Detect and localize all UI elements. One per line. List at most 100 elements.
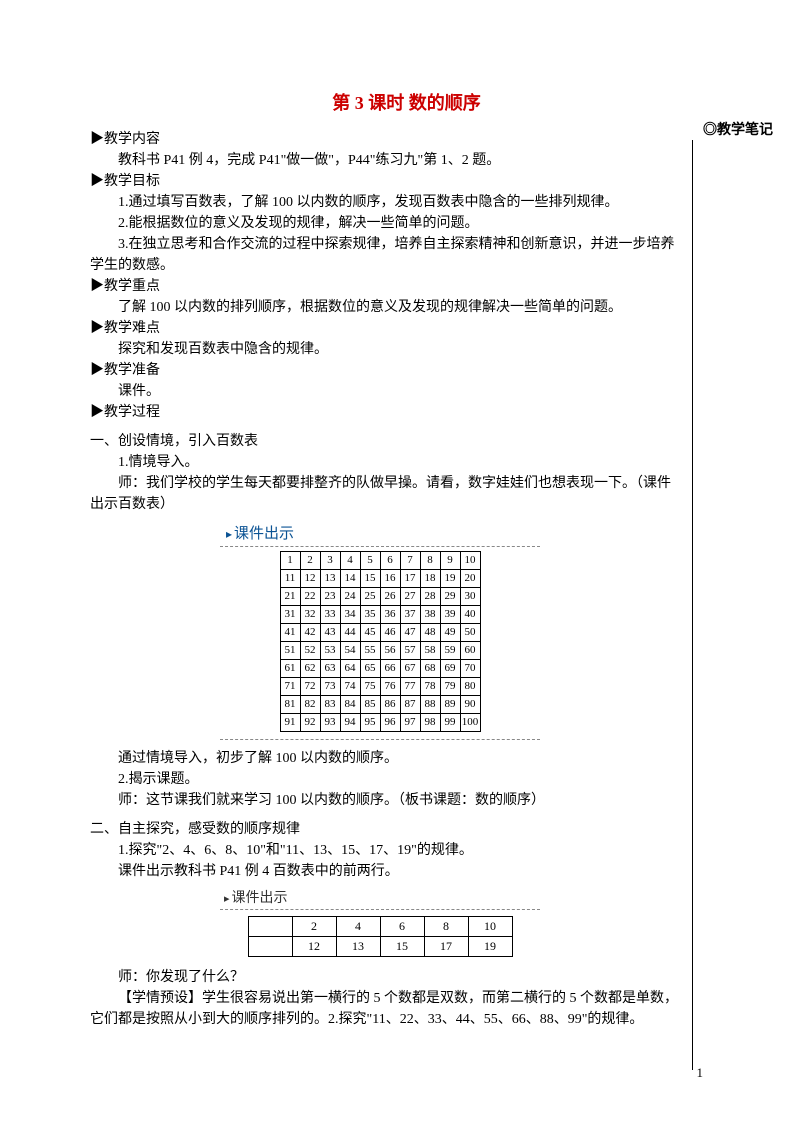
- two-row-chart-cell: 10: [468, 916, 512, 936]
- hundred-chart-cell: 15: [360, 569, 380, 587]
- heading-prep: ▶教学准备: [90, 360, 680, 381]
- hundred-chart-cell: 32: [300, 605, 320, 623]
- hundred-chart-cell: 46: [380, 623, 400, 641]
- hundred-chart-cell: 61: [280, 659, 300, 677]
- hundred-chart-cell: 36: [380, 605, 400, 623]
- hundred-chart-cell: 79: [440, 677, 460, 695]
- hundred-chart-cell: 48: [420, 623, 440, 641]
- two-row-chart-cell: 4: [336, 916, 380, 936]
- section2-p4: 【学情预设】学生很容易说出第一横行的 5 个数都是双数，而第二横行的 5 个数都…: [90, 988, 680, 1030]
- two-row-chart-cell: 13: [336, 936, 380, 956]
- hundred-chart-cell: 100: [460, 713, 480, 731]
- hundred-chart-cell: 52: [300, 641, 320, 659]
- hundred-chart-cell: 47: [400, 623, 420, 641]
- hundred-chart-cell: 98: [420, 713, 440, 731]
- hundred-chart-cell: 5: [360, 551, 380, 569]
- hundred-chart-cell: 89: [440, 695, 460, 713]
- hundred-chart-cell: 76: [380, 677, 400, 695]
- hundred-chart-cell: 21: [280, 587, 300, 605]
- hundred-chart-cell: 56: [380, 641, 400, 659]
- hundred-chart-cell: 8: [420, 551, 440, 569]
- hundred-chart-cell: 54: [340, 641, 360, 659]
- hundred-chart-cell: 73: [320, 677, 340, 695]
- hundred-chart-cell: 97: [400, 713, 420, 731]
- content-text: 教科书 P41 例 4，完成 P41"做一做"，P44"练习九"第 1、2 题。: [90, 150, 680, 171]
- hundred-chart-cell: 77: [400, 677, 420, 695]
- hundred-chart-cell: 88: [420, 695, 440, 713]
- hundred-chart-cell: 91: [280, 713, 300, 731]
- hundred-chart-cell: 16: [380, 569, 400, 587]
- margin-rule: [692, 140, 693, 1070]
- hundred-chart-cell: 43: [320, 623, 340, 641]
- teaching-notes-label: ◎教学笔记: [703, 120, 773, 141]
- hundred-chart-cell: 42: [300, 623, 320, 641]
- hundred-chart-cell: 26: [380, 587, 400, 605]
- hundred-chart-cell: 11: [280, 569, 300, 587]
- main-content: ▶教学内容 教科书 P41 例 4，完成 P41"做一做"，P44"练习九"第 …: [90, 129, 680, 1030]
- hundred-chart-wrap: 1234567891011121314151617181920212223242…: [220, 546, 540, 736]
- courseware-label-1: 课件出示: [220, 523, 540, 546]
- hundred-chart-cell: 40: [460, 605, 480, 623]
- two-row-chart-cell: 15: [380, 936, 424, 956]
- hundred-chart-cell: 53: [320, 641, 340, 659]
- hundred-chart-cell: 59: [440, 641, 460, 659]
- hundred-chart-cell: 71: [280, 677, 300, 695]
- hundred-chart-cell: 94: [340, 713, 360, 731]
- two-row-chart: 2468101213151719: [248, 916, 513, 957]
- two-row-chart-cell: 2: [292, 916, 336, 936]
- hundred-chart-cell: 63: [320, 659, 340, 677]
- hundred-chart-cell: 51: [280, 641, 300, 659]
- hundred-chart-cell: 67: [400, 659, 420, 677]
- hundred-chart-cell: 1: [280, 551, 300, 569]
- hundred-chart-cell: 87: [400, 695, 420, 713]
- hundred-chart-cell: 20: [460, 569, 480, 587]
- hundred-chart-cell: 66: [380, 659, 400, 677]
- hundred-chart-cell: 10: [460, 551, 480, 569]
- heading-process: ▶教学过程: [90, 402, 680, 423]
- courseware-label-2: 课件出示: [220, 888, 540, 909]
- section2-p1: 1.探究"2、4、6、8、10"和"11、13、15、17、19"的规律。: [90, 840, 680, 861]
- hundred-chart-cell: 96: [380, 713, 400, 731]
- hundred-chart-cell: 18: [420, 569, 440, 587]
- lesson-title: 第 3 课时 数的顺序: [90, 90, 723, 117]
- hundred-chart-cell: 74: [340, 677, 360, 695]
- two-row-chart-cell: 17: [424, 936, 468, 956]
- hundred-chart-cell: 60: [460, 641, 480, 659]
- hundred-chart-cell: 84: [340, 695, 360, 713]
- two-row-chart-wrap: 2468101213151719: [220, 909, 540, 961]
- hundred-chart-cell: 9: [440, 551, 460, 569]
- hundred-chart-cell: 81: [280, 695, 300, 713]
- hundred-chart-cell: 86: [380, 695, 400, 713]
- hundred-chart-cell: 85: [360, 695, 380, 713]
- section1-p2: 师：我们学校的学生每天都要排整齐的队做早操。请看，数字娃娃们也想表现一下。（课件…: [90, 473, 680, 515]
- difficulty-text: 探究和发现百数表中隐含的规律。: [90, 339, 680, 360]
- hundred-chart-cell: 34: [340, 605, 360, 623]
- hundred-chart-cell: 28: [420, 587, 440, 605]
- hundred-chart-cell: 58: [420, 641, 440, 659]
- two-row-chart-cell: [248, 916, 292, 936]
- hundred-chart-cell: 41: [280, 623, 300, 641]
- prep-text: 课件。: [90, 381, 680, 402]
- hundred-chart-cell: 3: [320, 551, 340, 569]
- hundred-chart-cell: 95: [360, 713, 380, 731]
- hundred-chart-cell: 44: [340, 623, 360, 641]
- hundred-chart-cell: 45: [360, 623, 380, 641]
- hundred-chart-cell: 39: [440, 605, 460, 623]
- two-row-chart-cell: [248, 936, 292, 956]
- hundred-chart-cell: 64: [340, 659, 360, 677]
- page-number: 1: [697, 1063, 704, 1083]
- hundred-chart-cell: 14: [340, 569, 360, 587]
- hundred-chart-cell: 57: [400, 641, 420, 659]
- hundred-chart-cell: 99: [440, 713, 460, 731]
- hundred-chart-cell: 50: [460, 623, 480, 641]
- goal-3: 3.在独立思考和合作交流的过程中探索规律，培养自主探索精神和创新意识，并进一步培…: [90, 234, 680, 276]
- hundred-chart-cell: 23: [320, 587, 340, 605]
- hundred-chart-cell: 37: [400, 605, 420, 623]
- hundred-chart-cell: 33: [320, 605, 340, 623]
- section2-heading: 二、自主探究，感受数的顺序规律: [90, 819, 680, 840]
- hundred-chart-cell: 82: [300, 695, 320, 713]
- keypoint-text: 了解 100 以内数的排列顺序，根据数位的意义及发现的规律解决一些简单的问题。: [90, 297, 680, 318]
- hundred-chart-cell: 25: [360, 587, 380, 605]
- hundred-chart-cell: 70: [460, 659, 480, 677]
- section1-p1: 1.情境导入。: [90, 452, 680, 473]
